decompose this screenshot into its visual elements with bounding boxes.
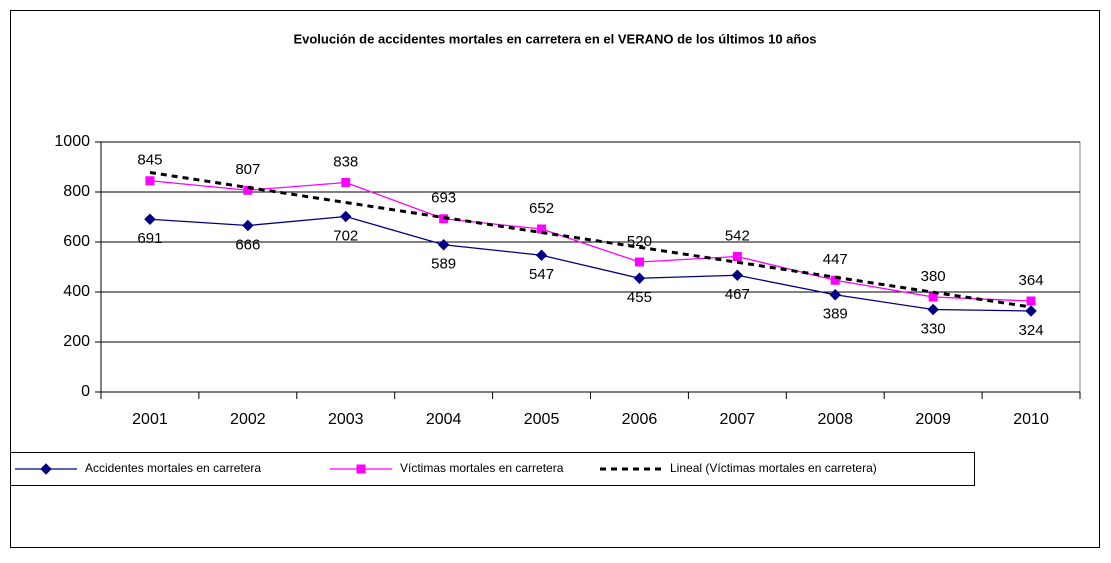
data-label: 380 [921,268,946,285]
data-label: 389 [823,306,848,323]
x-tick-label: 2001 [132,411,168,428]
data-point [732,252,742,261]
series-line [149,215,1032,312]
legend-marker [356,464,366,474]
x-tick-label: 2008 [817,411,853,428]
y-tick-label: 600 [63,233,90,250]
legend-label: Lineal (Víctimas mortales en carretera) [670,461,877,475]
data-point [437,239,450,251]
data-label: 324 [1019,322,1044,339]
data-label: 364 [1019,272,1044,289]
x-tick-label: 2007 [720,411,756,428]
data-label: 838 [333,153,358,170]
data-label: 447 [823,251,848,268]
y-tick-label: 800 [63,183,90,200]
data-label: 693 [431,190,456,207]
data-label: 807 [235,161,260,178]
data-label: 467 [725,286,750,303]
x-tick-label: 2010 [1013,411,1049,428]
trend-line [149,171,1032,309]
data-label: 542 [725,227,750,244]
x-tick-label: 2005 [524,411,560,428]
y-tick-label: 200 [63,333,90,350]
y-tick-label: 1000 [54,133,90,150]
data-label: 330 [921,320,946,337]
data-point [829,289,841,301]
data-label: 702 [333,227,358,244]
x-tick-label: 2009 [915,411,951,428]
series-line [149,180,1032,302]
data-point [1025,305,1037,317]
legend-label: Accidentes mortales en carretera [85,461,261,475]
data-label: 455 [627,289,652,306]
x-tick-label: 2006 [622,411,658,428]
data-point [145,176,155,186]
legend-marker [40,463,52,475]
data-point [340,210,352,223]
y-tick-label: 400 [63,283,90,300]
y-tick-label: 0 [81,383,90,400]
x-tick-label: 2004 [426,411,462,428]
legend-label: Víctimas mortales en carretera [400,461,564,475]
data-point [1026,296,1036,306]
data-label: 666 [235,236,260,253]
data-point [242,219,254,232]
chart-title: Evolución de accidentes mortales en carr… [293,31,816,46]
data-point [535,249,548,261]
data-point [731,269,744,281]
data-point [341,178,351,187]
data-point [928,292,938,302]
legend-box [10,452,975,486]
data-label: 547 [529,266,554,283]
x-tick-label: 2002 [230,411,266,428]
data-label: 845 [137,152,162,169]
data-point [633,272,646,284]
data-label: 652 [529,200,554,217]
x-tick-label: 2003 [328,411,364,428]
data-point [144,213,156,225]
data-point [243,185,253,195]
data-label: 589 [431,256,456,273]
data-point [634,257,644,267]
data-label: 691 [137,230,162,247]
data-point [927,303,939,316]
